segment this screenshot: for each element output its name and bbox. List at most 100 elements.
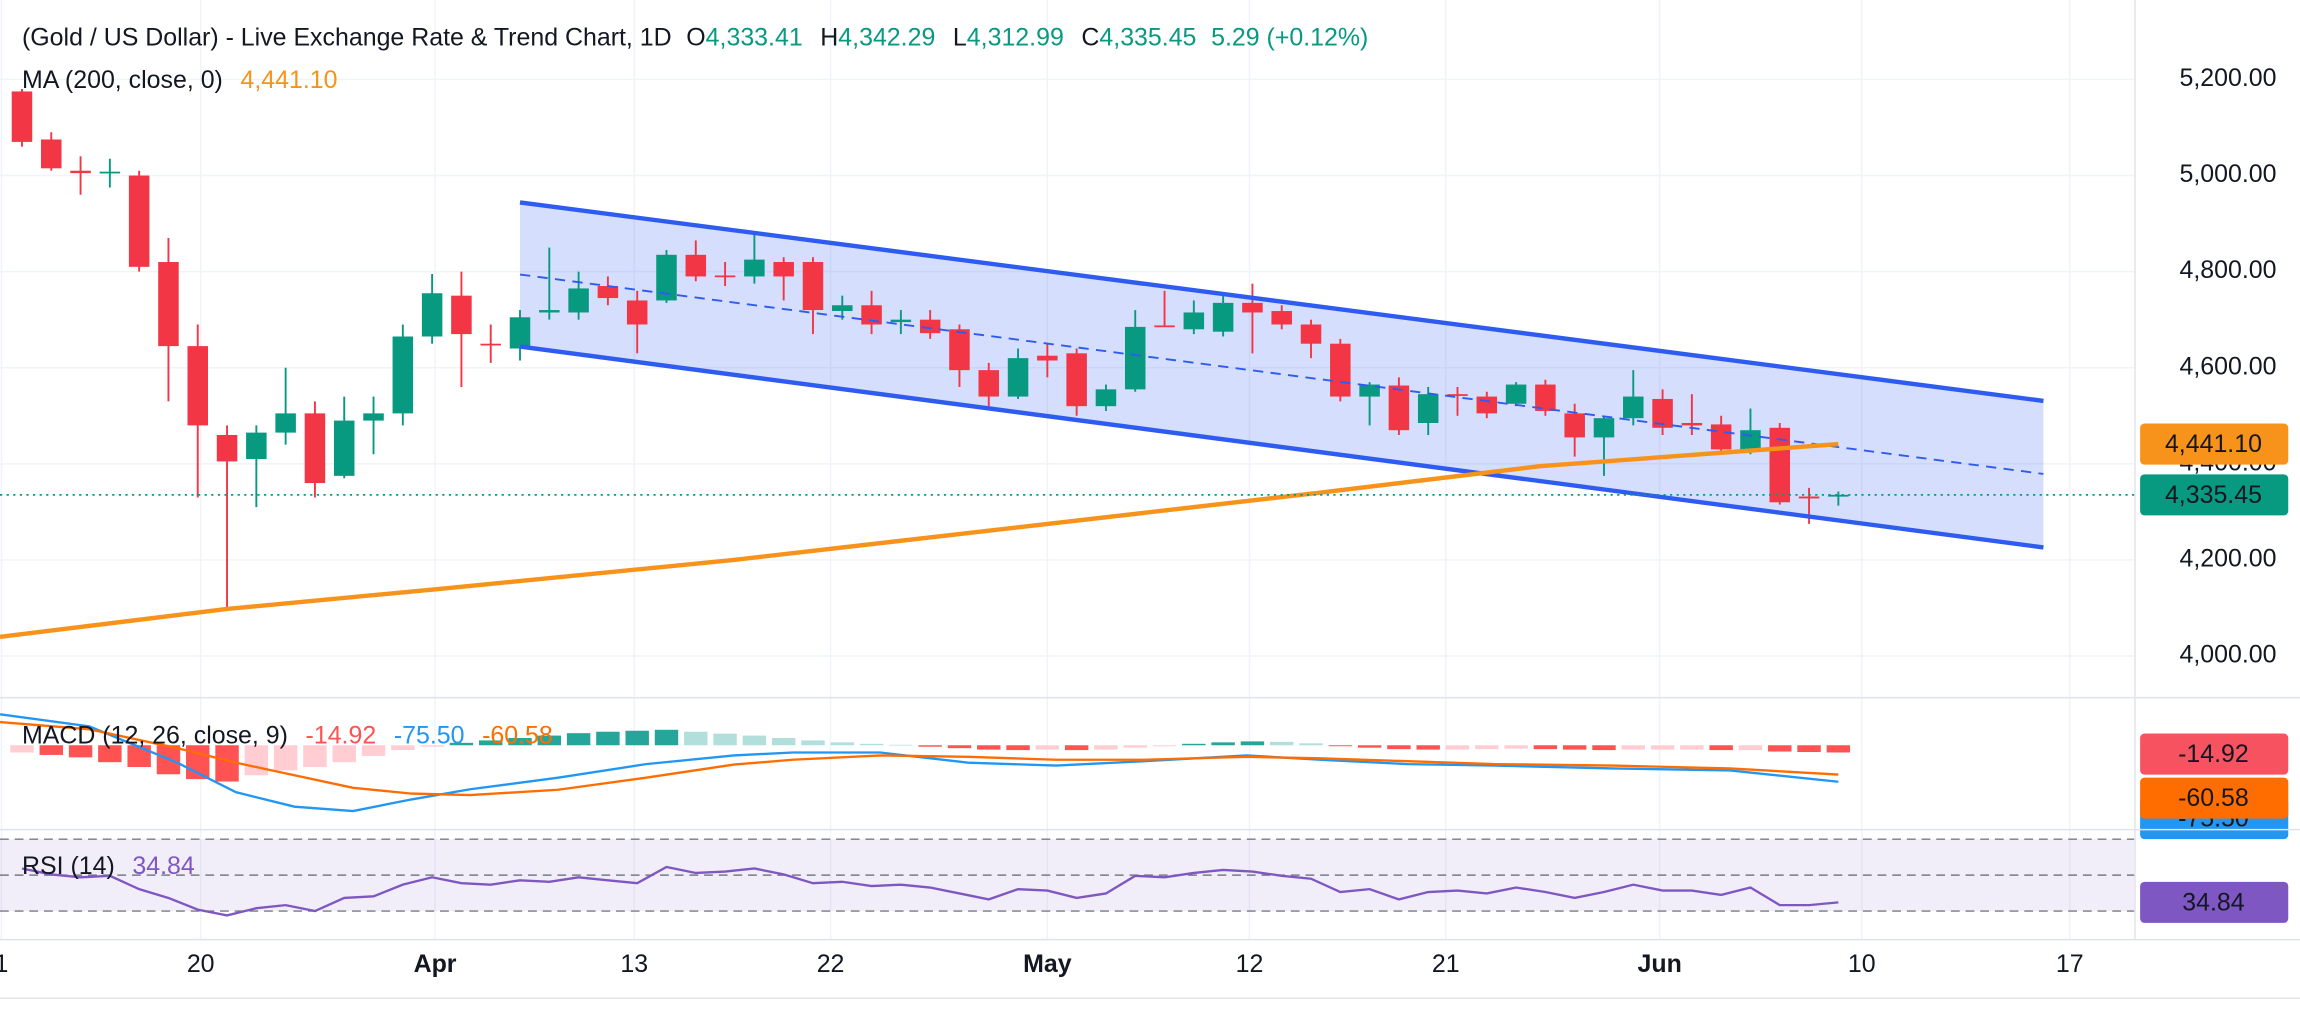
candle-body xyxy=(626,300,648,325)
macd-histogram-bar xyxy=(478,740,503,746)
macd-histogram-bar xyxy=(1299,743,1323,746)
candle-body xyxy=(1417,394,1439,423)
macd-histogram-bar xyxy=(1592,745,1616,751)
macd-legend: MACD (12, 26, close, 9) -14.92 -75.50 -60.5… xyxy=(22,721,553,749)
candle-body xyxy=(187,346,209,426)
last-price-badge-bg xyxy=(2140,474,2289,516)
macd-histogram-bar xyxy=(1094,745,1118,750)
candle-body xyxy=(421,293,443,337)
macd-histogram-bar xyxy=(1270,741,1294,746)
candle-body xyxy=(685,254,707,277)
macd-histogram-bar xyxy=(1680,745,1704,750)
macd-histogram-bar xyxy=(10,745,34,753)
macd-histogram-bar xyxy=(303,745,327,768)
macd-histogram-bar xyxy=(947,745,972,749)
candle-body xyxy=(1007,358,1029,397)
candle-body xyxy=(568,288,589,313)
candle-body xyxy=(919,319,941,334)
candle-body xyxy=(216,435,238,462)
macd-histogram-bar xyxy=(684,731,708,746)
candle-body xyxy=(1535,384,1556,411)
macd-histogram-bar xyxy=(39,745,63,755)
macd-series-value: -60.58 xyxy=(482,721,553,749)
macd-histogram-bar xyxy=(742,735,767,746)
candle-body xyxy=(1066,353,1087,407)
ohlc-key: O xyxy=(686,23,705,51)
ohlc-key: L xyxy=(953,23,967,51)
candle-body xyxy=(656,254,677,301)
macd-histogram-bar xyxy=(537,735,562,746)
candle-body xyxy=(1271,311,1292,325)
rsi-legend: RSI (14) 34.84 xyxy=(22,852,195,880)
ma-legend: MA (200, close, 0) 4,441.10 xyxy=(22,65,337,93)
ohlc-value: 4,333.41 xyxy=(706,23,803,51)
candle-body xyxy=(1828,494,1849,497)
candle-body xyxy=(158,262,179,347)
macd-histogram-bar xyxy=(1562,745,1587,750)
macd-series-value: -75.50 xyxy=(394,721,465,749)
macd-histogram-bar xyxy=(830,742,854,746)
candle-body xyxy=(304,413,326,484)
candle-body xyxy=(714,275,736,278)
x-tick-label: Apr xyxy=(414,950,457,978)
macd-histogram-bar xyxy=(215,745,239,782)
ma-value: 4,441.10 xyxy=(240,65,337,93)
change: 5.29 (+0.12%) xyxy=(1211,23,1368,51)
candle-body xyxy=(128,175,150,267)
candle-body xyxy=(861,305,882,325)
y-tick-label: 4,200.00 xyxy=(2180,545,2277,573)
macd-histogram-bar xyxy=(1416,745,1440,750)
x-tick-label: May xyxy=(1023,950,1072,978)
plot-area xyxy=(0,89,2044,917)
candle-body xyxy=(1183,312,1205,330)
macd-histogram-bar xyxy=(1240,741,1265,746)
candle-body xyxy=(1652,398,1673,428)
rsi-line xyxy=(21,865,1839,917)
candle-body xyxy=(802,262,824,311)
ohlc-value: 4,342.29 xyxy=(838,23,935,51)
histogram-badge-bg xyxy=(2140,733,2289,775)
macd-histogram-bar xyxy=(801,740,825,746)
candle-body xyxy=(744,259,765,277)
candle-body xyxy=(1593,418,1615,438)
macd-histogram-bar xyxy=(1006,745,1030,751)
candle-body xyxy=(1388,385,1410,431)
ohlc-value: 4,312.99 xyxy=(967,23,1064,51)
macd-histogram-bar xyxy=(508,738,532,746)
candle-body xyxy=(1242,302,1263,313)
signal-badge-bg xyxy=(2140,777,2289,819)
candle-body xyxy=(11,91,33,142)
macd-histogram-bar xyxy=(1035,745,1060,750)
macd-histogram-bar xyxy=(1152,745,1177,747)
macd-histogram-bar xyxy=(918,745,942,747)
macd-title: MACD (12, 26, close, 9) xyxy=(22,721,288,749)
candle-body xyxy=(890,319,912,323)
candle-body xyxy=(1330,343,1351,397)
candle-body xyxy=(1154,325,1175,328)
candle-body xyxy=(41,139,62,169)
candle-body xyxy=(1124,326,1146,390)
macd-histogram-bar xyxy=(391,745,415,751)
macd-histogram-bar xyxy=(1738,745,1763,751)
macd-histogram-bar xyxy=(361,745,386,756)
y-tick-label: 4,600.00 xyxy=(2180,352,2277,380)
candle-body xyxy=(1212,302,1234,332)
candle-body xyxy=(333,420,355,476)
macd-histogram-bar xyxy=(1211,742,1235,746)
macd-histogram-bar xyxy=(1797,745,1821,753)
candle-body xyxy=(1681,422,1703,426)
macd-histogram-bar xyxy=(1182,743,1206,746)
candle-body xyxy=(1447,394,1468,396)
candle-body xyxy=(1505,384,1527,404)
macd-histogram-bar xyxy=(1533,745,1558,750)
candle-body xyxy=(949,329,970,371)
x-tick-label: Jun xyxy=(1637,950,1681,978)
candle-body xyxy=(392,336,414,414)
channel-upper xyxy=(519,200,2044,404)
rsi-title: RSI (14) xyxy=(22,852,115,880)
rsi-band-fill xyxy=(0,839,2135,912)
candle-body xyxy=(1095,389,1117,407)
